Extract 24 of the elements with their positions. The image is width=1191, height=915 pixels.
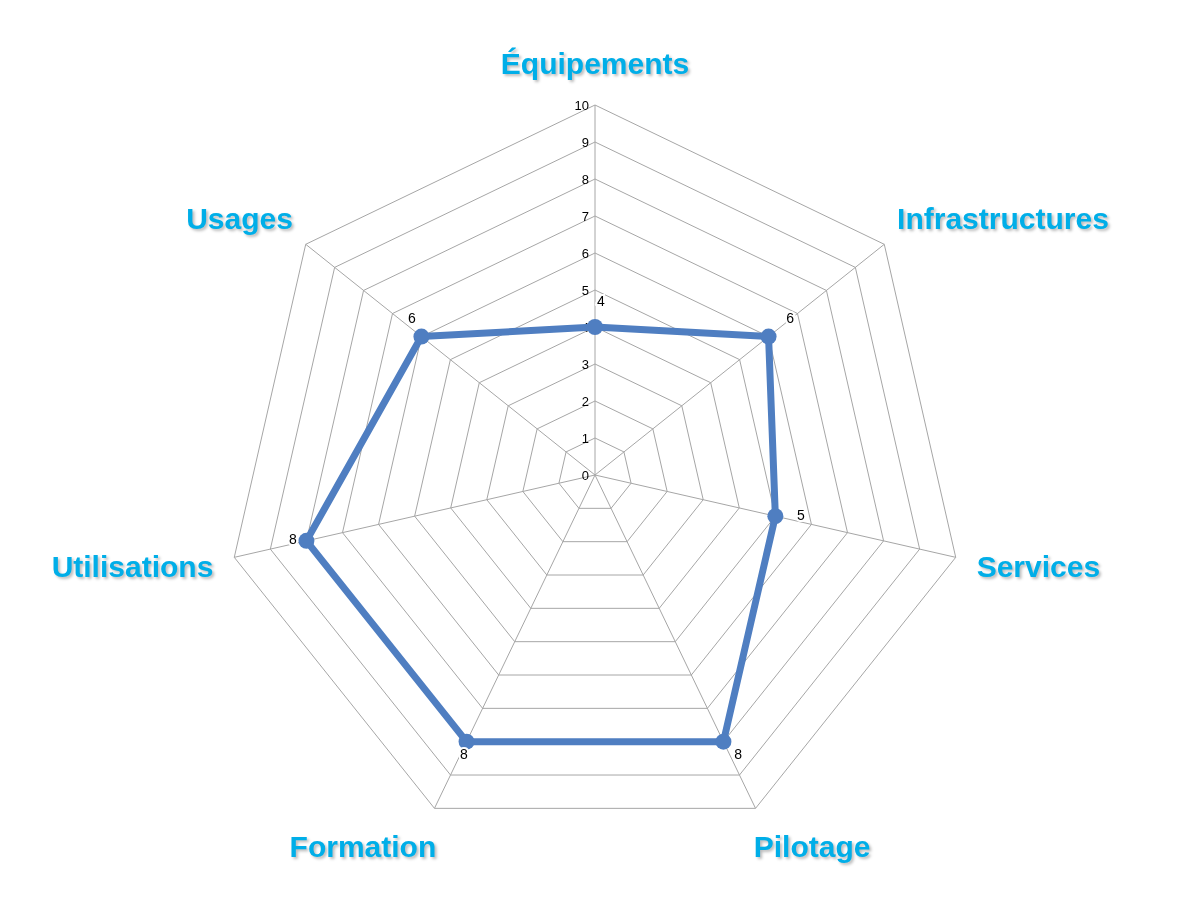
data-label: 8 bbox=[289, 531, 298, 548]
spoke-label: Usages bbox=[186, 201, 293, 235]
spoke-label: Services bbox=[976, 550, 1101, 584]
spoke-label: Utilisations bbox=[51, 550, 214, 584]
spoke-label: Équipements bbox=[500, 46, 690, 80]
data-label: 6 bbox=[407, 310, 416, 327]
y-tick-label: 7 bbox=[581, 208, 589, 224]
spoke-label: Pilotage bbox=[753, 829, 871, 863]
y-tick-label: 1 bbox=[581, 430, 589, 446]
y-tick-label: 5 bbox=[581, 282, 589, 298]
spoke-label: Infrastructures bbox=[897, 201, 1109, 235]
data-label: 5 bbox=[796, 506, 805, 523]
y-tick-label: 10 bbox=[574, 97, 589, 113]
y-tick-label: 0 bbox=[581, 467, 589, 483]
y-tick-label: 2 bbox=[581, 393, 589, 409]
y-tick-label: 8 bbox=[581, 171, 589, 187]
y-tick-label: 6 bbox=[581, 245, 589, 261]
data-label: 8 bbox=[734, 745, 743, 762]
data-label: 8 bbox=[459, 745, 468, 762]
y-tick-label: 3 bbox=[581, 356, 589, 372]
y-tick-label: 9 bbox=[581, 134, 589, 150]
data-label: 6 bbox=[786, 310, 795, 327]
spoke-label: Formation bbox=[289, 829, 437, 863]
data-label: 4 bbox=[597, 292, 606, 309]
